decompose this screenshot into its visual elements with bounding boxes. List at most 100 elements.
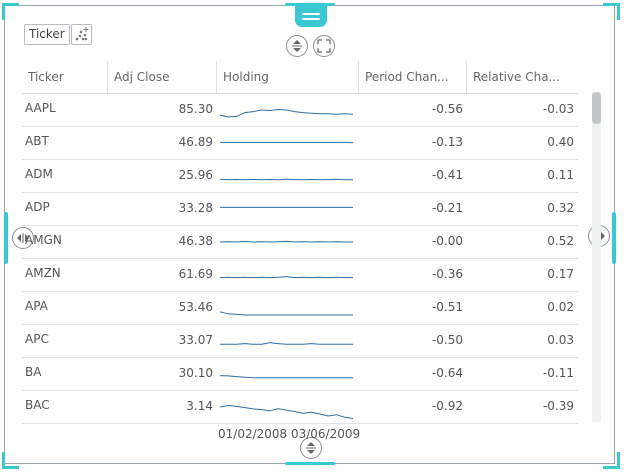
- ticker-cell: APA: [25, 299, 48, 313]
- adj-close-cell: 33.28: [178, 201, 213, 215]
- horizontal-resize-icon[interactable]: [12, 227, 34, 249]
- data-table: Ticker Adj Close Holding Period Chan... …: [22, 61, 578, 424]
- holding-sparkline: [219, 404, 354, 419]
- holding-sparkline-cell: [217, 259, 359, 291]
- adj-close-cell: 46.89: [178, 135, 213, 149]
- table-header: Ticker Adj Close Holding Period Chan... …: [22, 61, 578, 94]
- holding-sparkline-cell: [217, 292, 359, 324]
- holding-sparkline: [219, 276, 353, 279]
- period-change-cell: -0.92: [431, 399, 463, 413]
- adj-close-cell: 30.10: [178, 366, 213, 380]
- holding-sparkline: [219, 108, 354, 118]
- column-header-relative-change[interactable]: Relative Cha...: [473, 70, 560, 84]
- column-header-ticker[interactable]: Ticker: [22, 61, 108, 93]
- ticker-cell: ADM: [25, 167, 53, 181]
- ticker-cell: AMGN: [25, 233, 62, 247]
- holding-sparkline: [219, 240, 353, 243]
- holding-sparkline-cell: [217, 391, 359, 423]
- relative-change-cell: -0.39: [542, 399, 574, 413]
- adj-close-cell: 46.38: [178, 234, 213, 248]
- vertical-resize-icon[interactable]: [286, 35, 308, 57]
- resize-corner-bottom-right[interactable]: [603, 452, 620, 469]
- sparkline-series: [219, 178, 353, 181]
- relative-change-cell: 0.02: [547, 300, 574, 314]
- fullscreen-icon[interactable]: [313, 35, 335, 57]
- period-change-cell: -0.64: [431, 366, 463, 380]
- adj-close-cell: 85.30: [178, 102, 213, 116]
- resize-edge-top[interactable]: [285, 3, 335, 6]
- adj-close-cell: 33.07: [178, 333, 213, 347]
- resize-corner-top-left[interactable]: [2, 3, 19, 20]
- resize-edge-right[interactable]: [612, 212, 616, 264]
- resize-edge-bottom[interactable]: [285, 462, 335, 465]
- period-change-cell: -0.56: [431, 102, 463, 116]
- holding-sparkline: [220, 141, 354, 144]
- table-row[interactable]: AMGN 46.38 -0.00 0.52: [22, 226, 578, 259]
- relative-change-cell: 0.40: [547, 135, 574, 149]
- holding-sparkline: [219, 375, 353, 379]
- ticker-cell: ADP: [25, 200, 50, 214]
- move-handle-icon[interactable]: [295, 6, 327, 27]
- sparkline-series: [219, 375, 353, 379]
- sparkline-series: [219, 311, 353, 316]
- holding-sparkline-cell: [217, 358, 359, 390]
- ticker-cell: AAPL: [25, 101, 56, 115]
- holding-sparkline-cell: [217, 226, 359, 258]
- period-change-cell: -0.50: [431, 333, 463, 347]
- ticker-button[interactable]: Ticker: [24, 24, 70, 45]
- period-change-cell: -0.00: [431, 234, 463, 248]
- relative-change-cell: 0.17: [547, 267, 574, 281]
- table-row[interactable]: AAPL 85.30 -0.56 -0.03: [22, 94, 578, 127]
- adj-close-cell: 3.14: [186, 399, 213, 413]
- relative-change-cell: 0.11: [547, 168, 574, 182]
- table-row[interactable]: BA 30.10 -0.64 -0.11: [22, 358, 578, 391]
- holding-sparkline-cell: [217, 325, 359, 357]
- holding-sparkline-cell: [217, 160, 359, 192]
- relative-change-cell: 0.32: [547, 201, 574, 215]
- resize-corner-top-right[interactable]: [603, 3, 620, 20]
- vertical-scrollbar[interactable]: [592, 92, 601, 422]
- column-header-holding[interactable]: Holding: [217, 61, 359, 93]
- resize-edge-left[interactable]: [4, 212, 8, 264]
- ticker-cell: BA: [25, 365, 42, 379]
- table-row[interactable]: APC 33.07 -0.50 0.03: [22, 325, 578, 358]
- vertical-resize-icon[interactable]: [300, 437, 322, 459]
- table-row[interactable]: ADM 25.96 -0.41 0.11: [22, 160, 578, 193]
- holding-sparkline: [219, 178, 353, 181]
- period-change-cell: -0.21: [431, 201, 463, 215]
- table-row[interactable]: ABT 46.89 -0.13 0.40: [22, 127, 578, 160]
- holding-sparkline-cell: [217, 94, 359, 126]
- table-row[interactable]: ADP 33.28 -0.21 0.32: [22, 193, 578, 226]
- adj-close-cell: 53.46: [178, 300, 213, 314]
- relative-change-cell: 0.03: [547, 333, 574, 347]
- sparkline-series: [219, 240, 353, 243]
- sparkline-series: [219, 404, 354, 419]
- relative-change-cell: 0.52: [547, 234, 574, 248]
- ticker-cell: BAC: [25, 398, 50, 412]
- period-change-cell: -0.13: [431, 135, 463, 149]
- adj-close-cell: 61.69: [178, 267, 213, 281]
- relative-change-cell: -0.03: [542, 102, 574, 116]
- ticker-cell: APC: [25, 332, 49, 346]
- table-body: AAPL 85.30 -0.56 -0.03 ABT 46.89 -0.13 0.40 ADM 2…: [22, 94, 578, 424]
- table-row[interactable]: AMZN 61.69 -0.36 0.17: [22, 259, 578, 292]
- holding-sparkline-cell: [217, 193, 359, 225]
- table-row[interactable]: APA 53.46 -0.51 0.02: [22, 292, 578, 325]
- relative-change-cell: -0.11: [542, 366, 574, 380]
- period-change-cell: -0.51: [431, 300, 463, 314]
- column-header-adj-close[interactable]: Adj Close: [108, 61, 217, 93]
- scatter-add-icon[interactable]: [71, 24, 92, 45]
- ticker-cell: AMZN: [25, 266, 61, 280]
- period-change-cell: -0.41: [431, 168, 463, 182]
- visualization-panel: [4, 5, 615, 464]
- scrollbar-thumb[interactable]: [592, 92, 601, 124]
- ticker-cell: ABT: [25, 134, 49, 148]
- column-header-period-change[interactable]: Period Chan...: [359, 61, 467, 93]
- adj-close-cell: 25.96: [178, 168, 213, 182]
- holding-sparkline: [220, 342, 353, 345]
- resize-corner-bottom-left[interactable]: [2, 452, 19, 469]
- sparkline-series: [220, 342, 353, 345]
- holding-sparkline: [219, 311, 353, 316]
- table-row[interactable]: BAC 3.14 -0.92 -0.39: [22, 391, 578, 424]
- period-change-cell: -0.36: [431, 267, 463, 281]
